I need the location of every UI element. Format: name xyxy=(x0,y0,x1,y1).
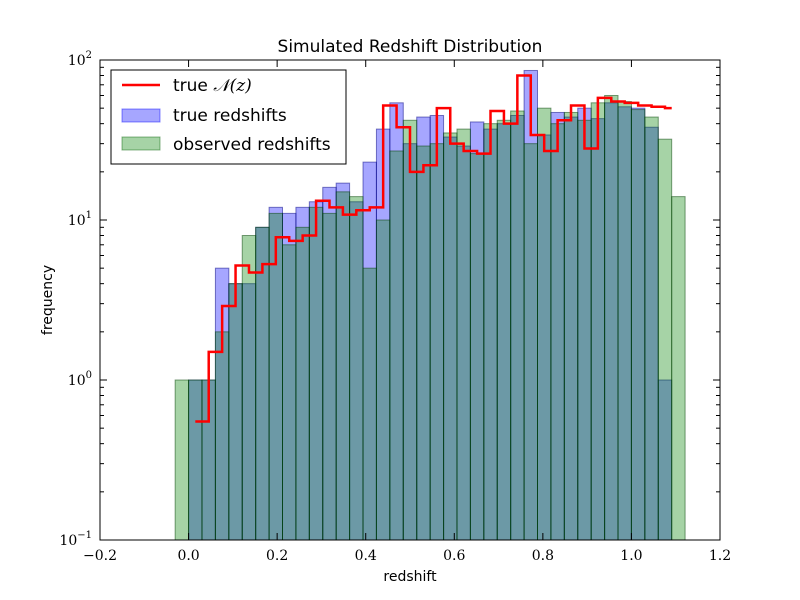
legend-swatch-observed-redshifts xyxy=(121,136,161,151)
observed-redshift-bar-15 xyxy=(375,219,391,541)
x-tick-label: 0.2 xyxy=(266,548,288,564)
observed-redshift-bar-0 xyxy=(174,379,190,541)
y-tick-label: 101 xyxy=(68,210,92,229)
observed-redshift-bar-29 xyxy=(563,111,579,541)
observed-redshift-bar-30 xyxy=(577,119,592,541)
x-tick-label: 0.8 xyxy=(532,548,554,564)
observed-redshift-bar-27 xyxy=(536,107,552,541)
legend-label-true-redshifts: true redshifts xyxy=(173,106,287,126)
x-tick-label: 1.0 xyxy=(620,548,642,564)
observed-redshift-bar-4 xyxy=(228,283,243,541)
observed-redshift-bar-3 xyxy=(214,331,230,541)
x-tick-label: −0.2 xyxy=(83,548,117,564)
observed-redshift-bar-25 xyxy=(510,110,525,541)
observed-redshift-bar-8 xyxy=(282,244,297,541)
observed-redshift-bar-13 xyxy=(349,196,364,541)
observed-redshift-bar-22 xyxy=(469,153,485,541)
legend-label-observed-redshifts: observed redshifts xyxy=(173,135,331,155)
observed-redshift-bar-20 xyxy=(443,132,458,541)
observed-redshift-bar-26 xyxy=(523,143,538,541)
y-tick-label: 102 xyxy=(68,50,92,69)
observed-redshift-bar-1 xyxy=(188,379,203,541)
y-axis-ticks: 10−1 100 101 102 xyxy=(59,50,720,549)
observed-redshift-bar-31 xyxy=(590,102,606,541)
observed-redshift-bar-5 xyxy=(241,235,257,541)
x-tick-label: 0.0 xyxy=(177,548,199,564)
observed-redshift-bar-10 xyxy=(308,206,324,541)
y-tick-label: 10−1 xyxy=(59,530,92,549)
observed-redshift-bar-37 xyxy=(671,196,686,541)
y-tick-label: 100 xyxy=(68,370,92,389)
observed-redshift-bar-28 xyxy=(550,123,565,541)
observed-redshift-bar-32 xyxy=(604,94,619,541)
observed-redshift-bar-9 xyxy=(295,226,310,541)
observed-redshift-bar-17 xyxy=(402,119,418,541)
legend: true 𝒩(z) true redshifts observed redshi… xyxy=(110,69,347,165)
plot-frame xyxy=(99,59,721,541)
observed-redshift-bar-12 xyxy=(335,191,351,541)
observed-redshift-bar-16 xyxy=(389,150,404,541)
observed-redshift-bar-11 xyxy=(322,212,337,541)
observed-redshift-bar-21 xyxy=(456,128,471,541)
observed-redshift-bar-6 xyxy=(255,226,270,541)
x-axis-label: redshift xyxy=(383,569,437,585)
observed-redshift-bar-19 xyxy=(429,143,445,541)
observed-redshift-bar-36 xyxy=(657,138,673,541)
x-axis-ticks: −0.2 0.0 0.2 0.4 0.6 0.8 1.0 1.2 xyxy=(83,60,731,564)
observed-redshift-bar-18 xyxy=(416,145,431,541)
observed-redshift-bar-35 xyxy=(644,116,659,541)
observed-redshift-bar-24 xyxy=(496,119,512,541)
x-tick-label: 0.6 xyxy=(443,548,465,564)
legend-label-true-prefix: true xyxy=(173,76,208,96)
observed-redshift-bar-33 xyxy=(617,101,632,541)
x-tick-label: 1.2 xyxy=(709,548,731,564)
chart-title: Simulated Redshift Distribution xyxy=(278,37,543,57)
legend-label-true-nz: true 𝒩(z) xyxy=(173,76,252,96)
observed-redshift-bar-34 xyxy=(630,109,646,541)
legend-swatch-true-redshifts xyxy=(121,108,161,123)
observed-redshift-bar-23 xyxy=(483,123,498,541)
legend-label-true-math: 𝒩(z) xyxy=(213,76,252,96)
true-nz-step-line xyxy=(195,74,672,423)
y-axis-label: frequency xyxy=(40,265,56,335)
x-tick-label: 0.4 xyxy=(355,548,377,564)
observed-redshift-bar-14 xyxy=(362,267,377,541)
